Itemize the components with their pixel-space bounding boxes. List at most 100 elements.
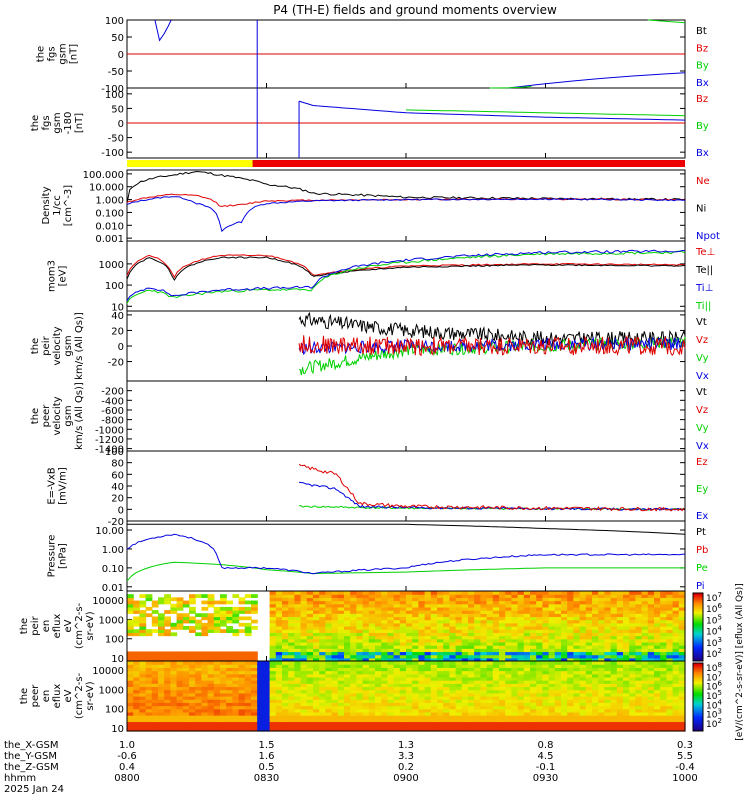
spectro-cell (499, 670, 506, 675)
spectro-cell (505, 689, 512, 694)
spectro-cell (220, 705, 227, 710)
spectro-cell (269, 661, 277, 665)
spectro-cell (164, 705, 171, 710)
spectro-cell (542, 724, 550, 729)
spectro-cell (282, 715, 289, 719)
spectro-cell (666, 696, 674, 700)
spectro-cell (635, 696, 643, 700)
spectro-cell (356, 600, 364, 605)
spectro-cell (337, 711, 345, 716)
spectro-cell (616, 635, 624, 640)
spectro-cell (486, 696, 494, 700)
spectro-cell (455, 654, 463, 659)
spectro-cell (437, 705, 444, 710)
spectro-cell (486, 638, 494, 643)
spectro-cell (635, 683, 643, 688)
spectro-cell (418, 606, 426, 611)
spectro-cell (325, 676, 333, 681)
spectro-cell (232, 705, 240, 710)
spectro-cell (139, 603, 147, 608)
spectro-cell (455, 670, 463, 675)
colorbar-step (693, 720, 703, 723)
spectro-cell (127, 597, 134, 602)
spectro-cell (381, 629, 388, 633)
spectro-cell (306, 689, 314, 694)
spectro-cell (406, 699, 413, 703)
spectro-cell (592, 645, 599, 649)
spectro-cell (480, 673, 488, 678)
spectro-cell (561, 661, 568, 665)
spectro-cell (443, 708, 450, 713)
spectro-cell (579, 676, 587, 681)
colorbar-frame (692, 592, 704, 662)
spectro-cell (647, 610, 655, 614)
spectro-cell (461, 692, 469, 697)
spectro-cell (585, 616, 593, 621)
spectro-cell (313, 651, 320, 656)
spectro-cell (418, 591, 426, 595)
spectro-cell (443, 664, 450, 668)
spectro-cell (554, 711, 562, 716)
spectro-cell (492, 597, 500, 602)
spectro-cell (164, 699, 171, 703)
spectro-cell (412, 727, 419, 732)
spectro-cell (616, 696, 624, 700)
spectro-cell (474, 651, 481, 656)
spectro-cell (449, 645, 457, 649)
spectro-cell (158, 708, 165, 713)
spectro-cell (213, 724, 221, 729)
spectro-cell (207, 702, 215, 707)
spectro-cell (406, 673, 413, 678)
spectro-cell (567, 622, 574, 627)
spectro-cell (585, 689, 593, 694)
spectro-cell (443, 600, 450, 605)
spectro-cell (461, 689, 469, 694)
spectro-cell (554, 689, 562, 694)
spectro-cell (430, 699, 438, 703)
spectro-cell (660, 711, 667, 716)
spectro-cell (294, 626, 302, 630)
spectro-cell (530, 724, 537, 729)
spectro-cell (313, 635, 320, 640)
spectro-cell (548, 657, 556, 662)
spectro-cell (660, 591, 667, 595)
spectro-cell (561, 619, 568, 624)
spectro-cell (170, 721, 178, 726)
spectro-cell (492, 638, 500, 643)
spectro-cell (344, 715, 351, 719)
spectro-cell (486, 591, 494, 595)
spectro-cell (573, 670, 581, 675)
spectro-cell (505, 597, 512, 602)
spectro-cell (275, 673, 283, 678)
spectro-cell (474, 676, 481, 681)
spectro-cell (641, 683, 649, 688)
spectro-cell (530, 715, 537, 719)
spectro-cell (263, 721, 271, 726)
y-tick-label: 20 (111, 494, 124, 505)
spectro-cell (468, 641, 475, 646)
spectro-cell (480, 654, 488, 659)
spectro-cell (282, 619, 289, 624)
spectro-cell (424, 664, 432, 668)
colorbar-step (693, 627, 703, 630)
spectro-cell (604, 696, 612, 700)
spectro-cell (387, 648, 395, 653)
spectro-cell (461, 657, 469, 662)
spectro-cell (536, 689, 543, 694)
colorbar-step (693, 697, 703, 700)
spectro-cell (220, 676, 227, 681)
spectro-cell (220, 711, 227, 716)
spectro-cell (133, 622, 140, 627)
spectro-cell (573, 686, 581, 691)
spectro-cell (511, 641, 519, 646)
spectro-cell (127, 629, 134, 633)
spectro-cell (437, 718, 444, 723)
spectro-cell (430, 686, 438, 691)
spectro-cell (610, 721, 618, 726)
spectro-cell (350, 597, 357, 602)
spectro-cell (672, 638, 680, 643)
spectro-cell (381, 597, 388, 602)
spectro-cell (443, 645, 450, 649)
spectro-cell (145, 705, 153, 710)
